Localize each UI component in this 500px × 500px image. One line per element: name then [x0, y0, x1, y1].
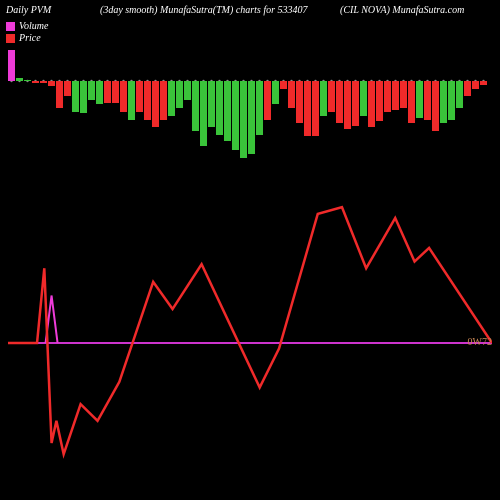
volume-bar	[288, 81, 295, 108]
volume-bar	[360, 81, 367, 116]
volume-bar	[120, 81, 127, 112]
volume-bar	[168, 81, 175, 116]
volume-bar	[392, 81, 399, 110]
volume-bar	[128, 81, 135, 120]
legend-label-volume: Volume	[19, 21, 48, 32]
volume-bar	[312, 81, 319, 136]
price-baseline-label: 0W72	[468, 337, 492, 348]
price-svg	[8, 200, 492, 460]
volume-bar	[400, 81, 407, 108]
volume-bar	[472, 81, 479, 89]
volume-bar	[104, 81, 111, 103]
volume-bar	[328, 81, 335, 112]
volume-bar	[64, 81, 71, 96]
volume-bar	[432, 81, 439, 131]
volume-bar	[24, 80, 31, 81]
volume-bar	[408, 81, 415, 123]
volume-bar	[480, 81, 487, 85]
legend-swatch-volume	[6, 22, 15, 31]
volume-bar	[424, 81, 431, 120]
volume-bar	[232, 81, 239, 150]
volume-bar	[216, 81, 223, 135]
chart-root: Daily PVM (3day smooth) MunafaSutra(TM) …	[0, 0, 500, 500]
volume-bar	[264, 81, 271, 120]
header-left: Daily PVM	[6, 5, 51, 16]
volume-bar	[416, 81, 423, 118]
volume-bar	[136, 81, 143, 112]
volume-bar	[248, 81, 255, 154]
volume-bar	[176, 81, 183, 108]
volume-bar	[40, 81, 47, 83]
chart-header: Daily PVM (3day smooth) MunafaSutra(TM) …	[0, 5, 500, 19]
volume-bar	[152, 81, 159, 127]
volume-bar	[8, 50, 15, 81]
volume-bar	[240, 81, 247, 158]
volume-bar	[384, 81, 391, 112]
volume-bar	[48, 81, 55, 86]
volume-bar	[16, 78, 23, 81]
price-panel: 0W72	[8, 200, 492, 460]
volume-bar	[272, 81, 279, 104]
volume-bar	[192, 81, 199, 131]
header-center: (3day smooth) MunafaSutra(TM) charts for…	[100, 5, 308, 16]
volume-bar	[56, 81, 63, 108]
volume-bar	[456, 81, 463, 108]
volume-bar	[376, 81, 383, 121]
volume-bar	[200, 81, 207, 146]
volume-bar	[440, 81, 447, 123]
volume-bar	[112, 81, 119, 103]
volume-bar	[352, 81, 359, 126]
volume-bar	[368, 81, 375, 127]
volume-bar	[32, 81, 39, 83]
volume-bar	[464, 81, 471, 96]
volume-bar	[208, 81, 215, 127]
legend-label-price: Price	[19, 33, 41, 44]
volume-bar	[304, 81, 311, 136]
legend: Volume Price	[6, 20, 48, 44]
volume-panel	[8, 48, 492, 158]
price-line	[8, 207, 492, 454]
volume-bar	[296, 81, 303, 123]
volume-bar	[88, 81, 95, 100]
volume-bar	[336, 81, 343, 123]
volume-bar	[72, 81, 79, 112]
volume-bar	[184, 81, 191, 100]
volume-bar	[96, 81, 103, 104]
volume-bar	[224, 81, 231, 141]
volume-bar	[448, 81, 455, 120]
legend-row-volume: Volume	[6, 20, 48, 32]
volume-bar	[80, 81, 87, 113]
volume-bar	[280, 81, 287, 89]
legend-row-price: Price	[6, 32, 48, 44]
volume-bar	[160, 81, 167, 120]
header-right: (CIL NOVA) MunafaSutra.com	[340, 5, 464, 16]
volume-bar	[344, 81, 351, 129]
volume-bar	[256, 81, 263, 135]
volume-bar	[320, 81, 327, 116]
legend-swatch-price	[6, 34, 15, 43]
volume-bar	[144, 81, 151, 120]
